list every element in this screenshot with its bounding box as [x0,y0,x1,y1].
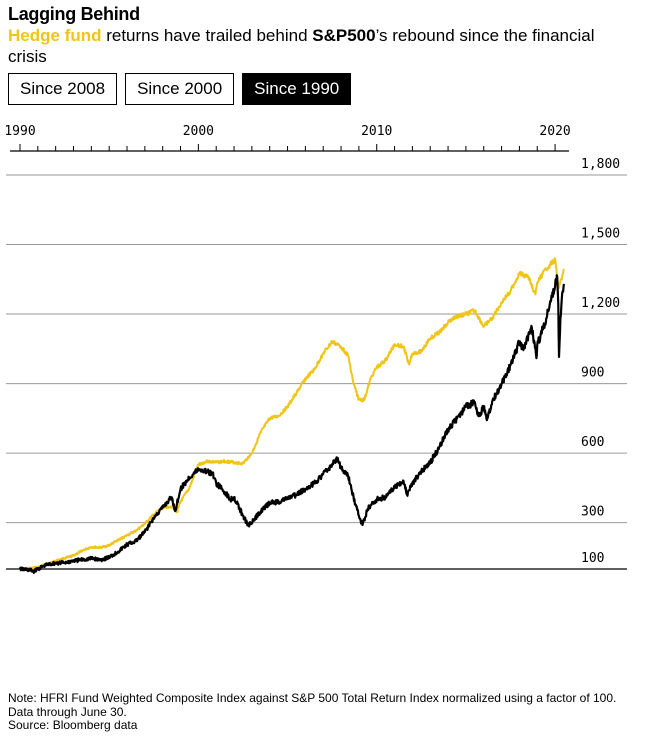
subtitle-sp500: S&P500 [312,26,376,45]
subtitle-hedge-fund: Hedge fund [8,26,102,45]
x-tick-label: 2010 [361,124,392,139]
tab-since-2000[interactable]: Since 2000 [125,73,235,105]
y-tick-label: 600 [581,435,604,450]
x-tick-label: 2020 [539,124,570,139]
y-tick-label: 1,800 [581,157,620,172]
x-tick-label: 2000 [183,124,214,139]
y-tick-label: 1,500 [581,227,620,242]
chart-footer: Note: HFRI Fund Weighted Composite Index… [8,691,628,733]
subtitle-middle: returns have trailed behind [101,26,313,45]
subtitle-end: ’s rebound since the financial crisis [8,26,595,66]
footer-source: Source: Bloomberg data [8,718,138,732]
x-tick-label: 1990 [4,124,35,139]
y-tick-label: 1,200 [581,296,620,311]
y-tick-label: 100 [581,551,604,566]
series-line-hedge-fund [19,257,565,571]
time-range-tabs: Since 2008 Since 2000 Since 1990 [8,73,352,105]
chart-title: Lagging Behind [8,4,140,24]
line-chart: 1990 2000 2010 2020 100 300 600 900 1,200 1,500 1,… [4,124,627,574]
tab-since-2008[interactable]: Since 2008 [8,73,118,105]
chart-subtitle: Hedge fund returns have trailed behind S… [8,25,608,67]
tab-since-1990[interactable]: Since 1990 [242,73,352,105]
footer-note: Note: HFRI Fund Weighted Composite Index… [8,691,617,719]
y-tick-label: 300 [581,505,604,520]
y-tick-label: 900 [581,366,604,381]
series-line-sp500 [18,274,566,574]
